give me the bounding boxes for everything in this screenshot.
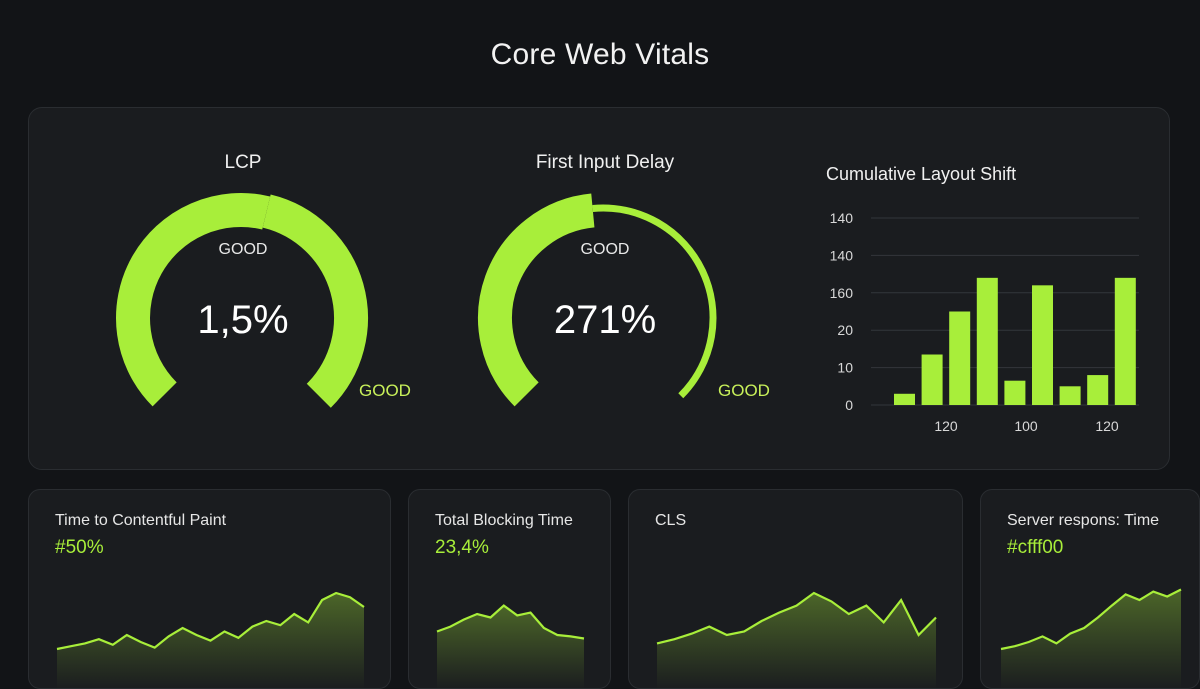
gauge-end-label: GOOD	[359, 381, 411, 401]
metric-card-tbt[interactable]: Total Blocking Time 23,4%	[408, 489, 611, 689]
sparkline-area	[437, 606, 584, 689]
bar	[1087, 375, 1108, 405]
x-tick-label: 120	[1095, 418, 1119, 434]
bar	[1032, 285, 1053, 405]
vitals-panel: LCP GOOD 1,5% GOOD First Input Delay GOO…	[28, 107, 1170, 470]
bar	[1004, 381, 1025, 405]
gauge-arc	[63, 108, 423, 471]
bar	[977, 278, 998, 405]
page-title: Core Web Vitals	[0, 38, 1200, 72]
chart-title: Cumulative Layout Shift	[826, 164, 1016, 185]
gauge-value: 271%	[425, 298, 785, 343]
y-tick-label: 20	[837, 322, 853, 338]
sparkline	[29, 490, 391, 689]
gauge-status: GOOD	[425, 241, 785, 259]
bar-chart-svg: 0 10 20 160 140 140 120 100 120	[809, 108, 1139, 471]
metric-card-tcp[interactable]: Time to Contentful Paint #50%	[28, 489, 391, 689]
bar	[922, 355, 943, 405]
bar	[1060, 386, 1081, 405]
y-tick-label: 140	[830, 210, 854, 226]
bar	[949, 312, 970, 406]
metric-card-cls[interactable]: CLS	[628, 489, 963, 689]
gauge-end-label: GOOD	[718, 381, 770, 401]
x-tick-label: 100	[1014, 418, 1038, 434]
metric-card-server-response[interactable]: Server respons: Time #cfff00	[980, 489, 1200, 689]
y-tick-label: 160	[830, 285, 854, 301]
gauge-arc	[425, 108, 785, 471]
sparkline-area	[1001, 590, 1181, 689]
lcp-gauge: LCP GOOD 1,5% GOOD	[63, 108, 423, 471]
y-tick-label: 10	[837, 360, 853, 376]
fid-gauge: First Input Delay GOOD 271% GOOD	[425, 108, 785, 471]
x-tick-label: 120	[934, 418, 958, 434]
sparkline	[409, 490, 611, 689]
gauge-status: GOOD	[63, 241, 423, 259]
bar	[1115, 278, 1136, 405]
y-tick-label: 0	[845, 397, 853, 413]
bar	[894, 394, 915, 405]
y-tick-label: 140	[830, 247, 854, 263]
gauge-value: 1,5%	[63, 298, 423, 343]
sparkline	[981, 490, 1200, 689]
cls-bar-chart: Cumulative Layout Shift 0 10 20 160 140 140 12…	[809, 108, 1139, 471]
sparkline	[629, 490, 963, 689]
